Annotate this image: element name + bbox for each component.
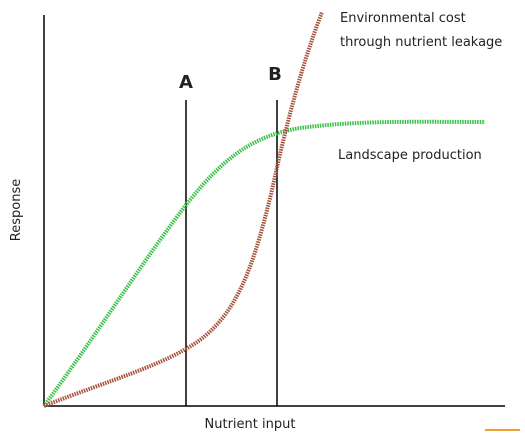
cost-curve [43, 11, 324, 408]
marker-a: A [179, 72, 193, 93]
production-label: Landscape production [338, 148, 482, 163]
cost-label: Environmental cost [340, 11, 466, 26]
cost-label: through nutrient leakage [340, 35, 502, 50]
y-axis-label: Response [9, 179, 24, 241]
production-curve [42, 119, 486, 408]
x-axis-label: Nutrient input [205, 417, 296, 432]
marker-b: B [268, 64, 282, 85]
